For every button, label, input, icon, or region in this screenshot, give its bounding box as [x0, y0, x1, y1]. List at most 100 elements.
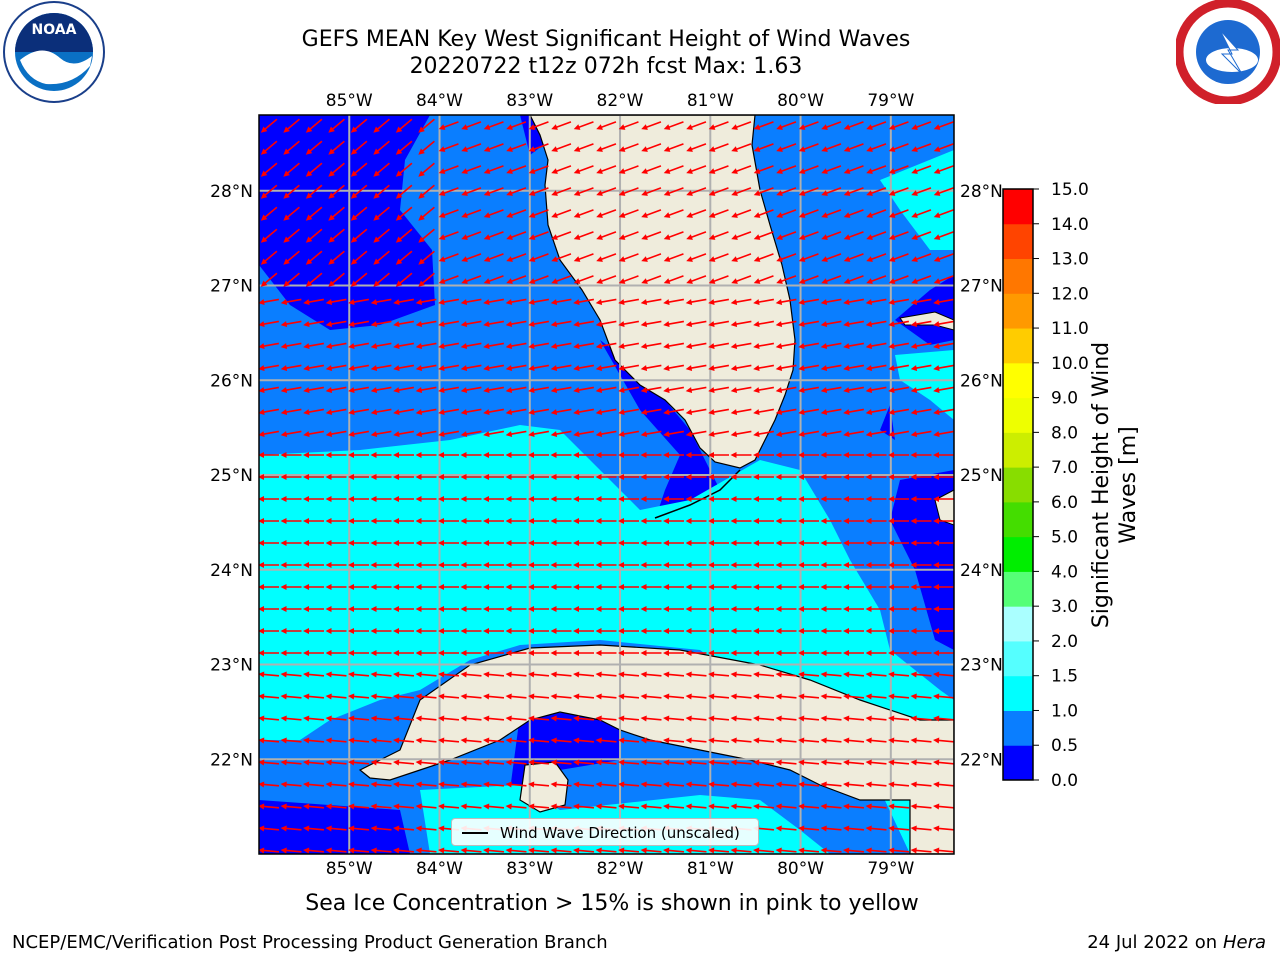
wind-wave-arrowhead	[348, 803, 355, 810]
wind-wave-arrowhead	[393, 803, 400, 810]
wind-wave-arrowhead	[708, 343, 715, 349]
wind-wave-arrow	[531, 143, 549, 151]
wind-wave-arrowhead	[438, 584, 444, 590]
wind-wave-arrowhead	[775, 847, 782, 854]
wind-wave-arrowhead	[393, 474, 399, 480]
wind-wave-arrowhead	[753, 474, 759, 480]
wind-wave-arrowhead	[798, 540, 804, 546]
wind-wave-arrowhead	[280, 628, 287, 634]
wind-wave-arrow	[733, 165, 752, 173]
wind-wave-arrowhead	[865, 759, 872, 766]
wind-wave-arrowhead	[505, 321, 513, 327]
wind-wave-arrowhead	[528, 628, 534, 634]
wind-wave-arrowhead	[528, 452, 534, 458]
wind-wave-arrowhead	[370, 409, 378, 415]
chart-subtitle: 20220722 t12z 072h fcst Max: 1.63	[409, 54, 803, 79]
wind-wave-arrowhead	[438, 321, 445, 327]
wind-wave-arrow	[531, 121, 549, 129]
wind-wave-arrow	[688, 275, 707, 283]
lon-label-bottom: 83°W	[506, 859, 553, 879]
wind-wave-arrowhead	[933, 715, 940, 722]
wind-wave-arrowhead	[640, 431, 648, 437]
wind-wave-arrowhead	[283, 126, 290, 133]
wind-wave-arrowhead	[325, 715, 332, 722]
wind-wave-arrow	[643, 165, 662, 173]
wind-wave-arrowhead	[933, 540, 939, 546]
wind-wave-arrowhead	[686, 146, 693, 152]
colorbar-segment	[1003, 606, 1033, 642]
wind-wave-arrowhead	[753, 299, 760, 305]
wind-wave-arrowhead	[460, 321, 468, 327]
wind-wave-arrow	[688, 143, 707, 151]
wind-wave-arrowhead	[775, 781, 782, 788]
wind-wave-arrowhead	[283, 170, 290, 177]
wind-wave-arrowhead	[550, 299, 558, 305]
wind-wave-arrowhead	[483, 387, 490, 393]
wind-wave-arrowhead	[483, 409, 490, 415]
wind-wave-arrowhead	[618, 343, 625, 349]
wind-wave-arrowhead	[663, 234, 671, 240]
wind-wave-arrow	[823, 165, 842, 173]
ocean-1.0-1.5	[259, 425, 954, 854]
wind-wave-arrowhead	[393, 321, 400, 327]
wind-wave-arrowhead	[528, 146, 536, 152]
wind-wave-arrowhead	[618, 299, 625, 305]
wind-wave-arrowhead	[730, 321, 738, 327]
wind-wave-arrowhead	[483, 452, 489, 458]
wind-wave-arrowhead	[730, 343, 738, 349]
wind-wave-arrow	[621, 121, 639, 129]
wind-wave-arrowhead	[865, 584, 872, 590]
wind-wave-arrowhead	[933, 409, 940, 415]
wind-wave-arrowhead	[753, 343, 760, 349]
wind-wave-arrowhead	[910, 584, 917, 590]
wind-wave-arrowhead	[865, 606, 872, 612]
wind-wave-arrowhead	[438, 650, 444, 656]
wind-wave-arrowhead	[730, 540, 737, 546]
wind-wave-arrowhead	[888, 431, 895, 437]
colorbar-tick-label: 12.0	[1051, 284, 1089, 304]
wind-wave-arrowhead	[259, 606, 264, 612]
wind-wave-arrowhead	[843, 562, 849, 568]
wind-wave-arrowhead	[370, 671, 377, 678]
wind-wave-arrowhead	[618, 606, 624, 612]
wind-wave-arrowhead	[370, 781, 377, 788]
lat-label-right: 26°N	[960, 371, 1003, 391]
wind-wave-arrowhead	[641, 212, 648, 218]
wind-wave-arrowhead	[395, 280, 403, 287]
low-wave-zone-bahamas	[890, 470, 954, 650]
wind-wave-arrowhead	[640, 496, 647, 502]
wind-wave-arrowhead	[596, 124, 603, 130]
wind-wave-arrowhead	[618, 628, 624, 634]
map-legend: Wind Wave Direction (unscaled)	[451, 818, 759, 846]
wind-wave-arrowhead	[708, 781, 715, 788]
wind-wave-arrowhead	[775, 759, 782, 766]
wind-wave-arrow	[756, 209, 774, 217]
wind-wave-arrowhead	[730, 715, 737, 722]
wind-wave-arrowhead	[910, 431, 918, 437]
wind-wave-arrowhead	[753, 409, 760, 415]
lat-label-left: 28°N	[210, 182, 253, 202]
wind-wave-arrowhead	[551, 190, 558, 196]
wind-wave-arrow	[936, 143, 954, 151]
wind-wave-arrowhead	[888, 825, 895, 832]
wind-wave-arrowhead	[260, 280, 268, 287]
wind-wave-arrowhead	[910, 409, 918, 415]
colorbar-segment	[1003, 536, 1033, 572]
wind-wave-arrowhead	[528, 431, 535, 437]
wind-wave-arrowhead	[663, 803, 670, 810]
wind-wave-arrow	[846, 143, 864, 151]
wind-wave-arrowhead	[685, 387, 693, 393]
wind-wave-arrowhead	[753, 562, 759, 568]
wind-wave-arrowhead	[640, 671, 647, 678]
wind-wave-arrowhead	[775, 474, 782, 480]
wind-wave-arrowhead	[595, 431, 603, 437]
wind-wave-arrowhead	[438, 212, 446, 218]
wind-wave-arrowhead	[730, 409, 738, 415]
wind-wave-arrowhead	[528, 803, 535, 810]
wind-wave-arrowhead	[911, 190, 918, 196]
wind-wave-arrow	[756, 275, 774, 283]
wind-wave-arrowhead	[730, 759, 737, 766]
wind-wave-arrow	[936, 231, 954, 239]
wind-wave-arrowhead	[573, 737, 580, 744]
wind-wave-arrowhead	[280, 803, 287, 810]
